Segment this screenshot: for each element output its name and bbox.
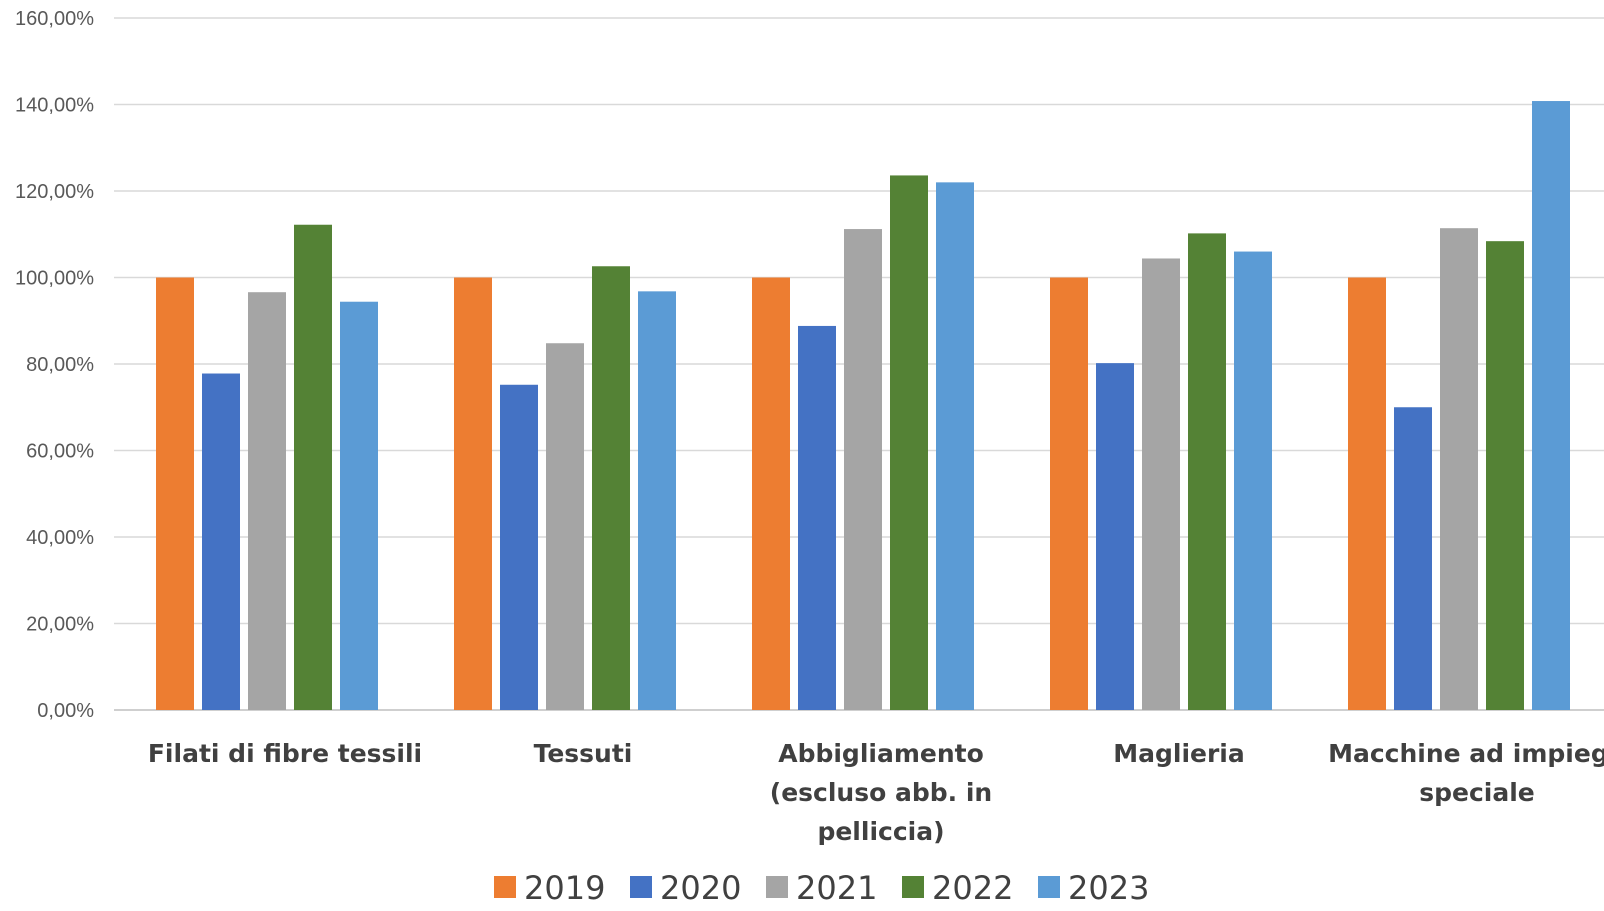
legend-label-2021: 2021 bbox=[796, 869, 877, 907]
bar-2020-3 bbox=[1096, 363, 1134, 710]
legend-label-2023: 2023 bbox=[1068, 869, 1149, 907]
bar-2019-4 bbox=[1348, 277, 1386, 710]
bars bbox=[156, 101, 1570, 711]
bar-2020-0 bbox=[202, 373, 240, 710]
bar-2023-4 bbox=[1532, 101, 1570, 711]
bar-2022-2 bbox=[890, 175, 928, 710]
x-category-label: speciale bbox=[1419, 778, 1535, 807]
bar-2021-0 bbox=[248, 292, 286, 710]
y-tick-label: 140,00% bbox=[15, 95, 94, 117]
y-tick-label: 20,00% bbox=[26, 614, 94, 636]
x-category-label: Tessuti bbox=[534, 739, 633, 768]
y-axis-tick-labels: 0,00% 20,00% 40,00% 60,00% 80,00% 100,00% 120,… bbox=[15, 8, 94, 722]
bar-2019-1 bbox=[454, 277, 492, 710]
bar-2023-0 bbox=[340, 301, 378, 710]
bar-2021-4 bbox=[1440, 228, 1478, 710]
x-category-label: Maglieria bbox=[1113, 739, 1245, 768]
bar-2022-4 bbox=[1486, 241, 1524, 711]
x-category-label: pelliccia) bbox=[817, 817, 944, 846]
bar-2019-3 bbox=[1050, 277, 1088, 710]
bar-2023-1 bbox=[638, 291, 676, 710]
bar-2021-3 bbox=[1142, 258, 1180, 710]
bar-2020-2 bbox=[798, 325, 836, 710]
legend-label-2019: 2019 bbox=[524, 869, 605, 907]
bar-2019-2 bbox=[752, 277, 790, 710]
bar-2020-1 bbox=[500, 384, 538, 710]
legend-swatch-2020 bbox=[630, 876, 652, 898]
bar-2019-0 bbox=[156, 277, 194, 710]
x-category-label: Abbigliamento bbox=[778, 739, 984, 768]
y-tick-label: 60,00% bbox=[26, 441, 94, 463]
bar-2020-4 bbox=[1394, 407, 1432, 710]
legend-swatch-2021 bbox=[766, 876, 788, 898]
bar-2023-2 bbox=[936, 182, 974, 711]
legend-label-2020: 2020 bbox=[660, 869, 741, 907]
x-category-label: Macchine ad impiego bbox=[1328, 739, 1604, 768]
x-category-label: Filati di fibre tessili bbox=[148, 739, 422, 768]
y-tick-label: 120,00% bbox=[15, 181, 94, 203]
y-tick-label: 40,00% bbox=[26, 527, 94, 549]
legend-swatch-2019 bbox=[494, 876, 516, 898]
y-tick-label: 100,00% bbox=[15, 268, 94, 290]
bar-2022-3 bbox=[1188, 233, 1226, 710]
legend-swatch-2023 bbox=[1038, 876, 1060, 898]
bar-2022-0 bbox=[294, 224, 332, 711]
legend-label-2022: 2022 bbox=[932, 869, 1013, 907]
bar-2023-3 bbox=[1234, 251, 1272, 711]
y-tick-label: 0,00% bbox=[37, 700, 94, 722]
y-tick-label: 80,00% bbox=[26, 354, 94, 376]
x-category-label: (escluso abb. in bbox=[770, 778, 992, 807]
bar-2022-1 bbox=[592, 266, 630, 710]
x-axis-category-labels: Filati di fibre tessili Tessuti Abbigliame… bbox=[148, 739, 1604, 846]
y-tick-label: 160,00% bbox=[15, 8, 94, 30]
legend: 2019 2020 2021 2022 2023 bbox=[494, 869, 1149, 907]
bar-2021-1 bbox=[546, 343, 584, 710]
bar-2021-2 bbox=[844, 229, 882, 710]
legend-swatch-2022 bbox=[902, 876, 924, 898]
